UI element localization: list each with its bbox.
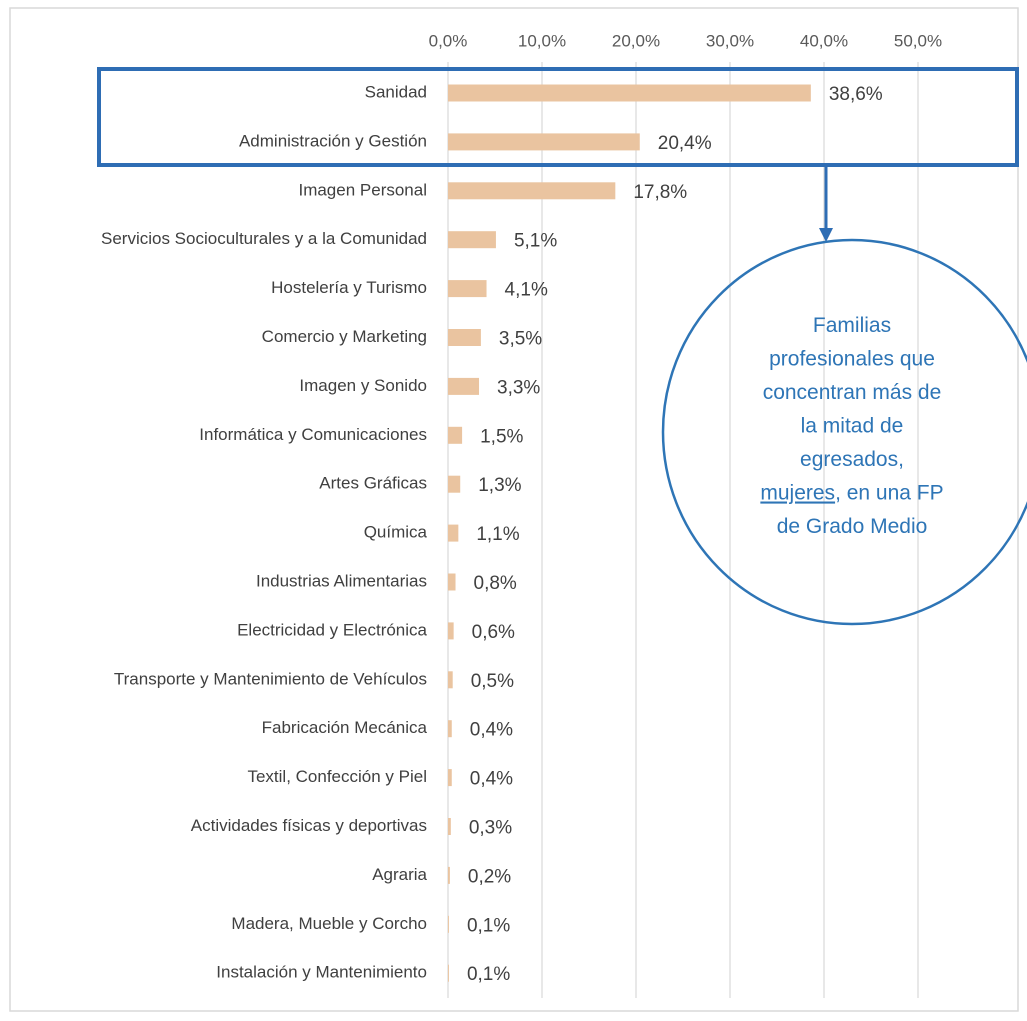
bar xyxy=(448,84,811,102)
value-label: 3,5% xyxy=(499,329,542,350)
annotation-line: Familias xyxy=(813,314,891,337)
value-label: 0,1% xyxy=(467,915,510,936)
bar xyxy=(448,720,452,738)
category-label: Imagen y Sonido xyxy=(299,376,427,395)
bars: Sanidad 38,6% Administración y Gestión 20,4… xyxy=(101,82,883,985)
annotation-line: mujeres, en una FP xyxy=(760,481,943,504)
x-tick-label: 30,0% xyxy=(706,31,754,50)
arrow-head xyxy=(819,228,833,242)
bar xyxy=(448,866,450,884)
x-tick-label: 40,0% xyxy=(800,31,848,50)
value-label: 17,8% xyxy=(633,182,687,203)
category-label: Administración y Gestión xyxy=(239,131,427,150)
annotation-line: profesionales que xyxy=(769,347,935,370)
bar xyxy=(448,182,616,200)
annotation-text: , en una FP xyxy=(835,481,944,504)
category-label: Textil, Confección y Piel xyxy=(247,767,427,786)
highlight-box xyxy=(97,67,1019,167)
bar xyxy=(448,964,449,982)
value-label: 5,1% xyxy=(514,231,557,252)
category-label: Hostelería y Turismo xyxy=(271,278,427,297)
value-label: 4,1% xyxy=(505,280,548,301)
bar xyxy=(448,377,480,395)
annotation: Familias profesionales que concentran más … xyxy=(760,314,943,538)
bar xyxy=(448,280,487,298)
category-label: Fabricación Mecánica xyxy=(262,718,428,737)
value-label: 0,4% xyxy=(470,769,513,790)
value-label: 0,2% xyxy=(468,866,511,887)
value-label: 1,1% xyxy=(476,524,519,545)
value-label: 1,3% xyxy=(478,475,521,496)
plot-border xyxy=(9,7,1019,1012)
annotation-circle xyxy=(661,238,1027,626)
x-tick-label: 0,0% xyxy=(429,31,468,50)
value-label: 0,3% xyxy=(469,818,512,839)
annotation-text: concentran más de xyxy=(763,381,942,404)
category-label: Instalación y Mantenimiento xyxy=(216,963,427,982)
bar xyxy=(448,818,451,835)
bar xyxy=(448,426,463,444)
category-label: Informática y Comunicaciones xyxy=(199,425,427,444)
bar xyxy=(448,231,496,249)
x-tick-label: 50,0% xyxy=(894,31,942,50)
value-label: 0,6% xyxy=(472,622,515,643)
x-tick-label: 10,0% xyxy=(518,31,566,50)
annotation-text: de Grado Medio xyxy=(777,515,928,538)
bar xyxy=(448,671,453,689)
category-label: Servicios Socioculturales y a la Comunid… xyxy=(101,229,427,248)
value-label: 0,4% xyxy=(470,720,513,741)
category-label: Química xyxy=(364,523,428,542)
category-label: Artes Gráficas xyxy=(319,474,427,493)
bar xyxy=(448,475,461,493)
category-label: Transporte y Mantenimiento de Vehículos xyxy=(114,669,427,688)
category-label: Imagen Personal xyxy=(298,180,427,199)
annotation-text: la mitad de xyxy=(801,414,904,437)
category-label: Electricidad y Electrónica xyxy=(237,620,427,639)
category-label: Madera, Mueble y Corcho xyxy=(231,914,427,933)
category-label: Actividades físicas y deportivas xyxy=(191,816,427,835)
bar xyxy=(448,524,459,542)
bar xyxy=(448,329,481,346)
annotation-text: mujeres xyxy=(760,481,835,504)
annotation-line: egresados, xyxy=(800,448,904,471)
annotation-text: egresados, xyxy=(800,448,904,471)
annotation-text: Familias xyxy=(813,314,891,337)
category-label: Agraria xyxy=(372,865,427,884)
value-label: 38,6% xyxy=(829,84,883,105)
bar xyxy=(448,573,456,591)
annotation-line: de Grado Medio xyxy=(777,515,928,538)
annotation-line: concentran más de xyxy=(763,381,942,404)
x-tick-label: 20,0% xyxy=(612,31,660,50)
bar xyxy=(448,622,454,640)
bar xyxy=(448,915,449,933)
bar xyxy=(448,133,640,151)
value-label: 3,3% xyxy=(497,377,540,398)
category-label: Industrias Alimentarias xyxy=(256,571,427,590)
category-label: Comercio y Marketing xyxy=(262,327,427,346)
value-label: 0,1% xyxy=(467,964,510,985)
value-label: 1,5% xyxy=(480,426,523,447)
value-label: 0,5% xyxy=(471,671,514,692)
annotation-line: la mitad de xyxy=(801,414,904,437)
category-label: Sanidad xyxy=(365,82,427,101)
value-label: 0,8% xyxy=(474,573,517,594)
value-label: 20,4% xyxy=(658,133,712,154)
annotation-text: profesionales que xyxy=(769,347,935,370)
bar xyxy=(448,769,452,787)
